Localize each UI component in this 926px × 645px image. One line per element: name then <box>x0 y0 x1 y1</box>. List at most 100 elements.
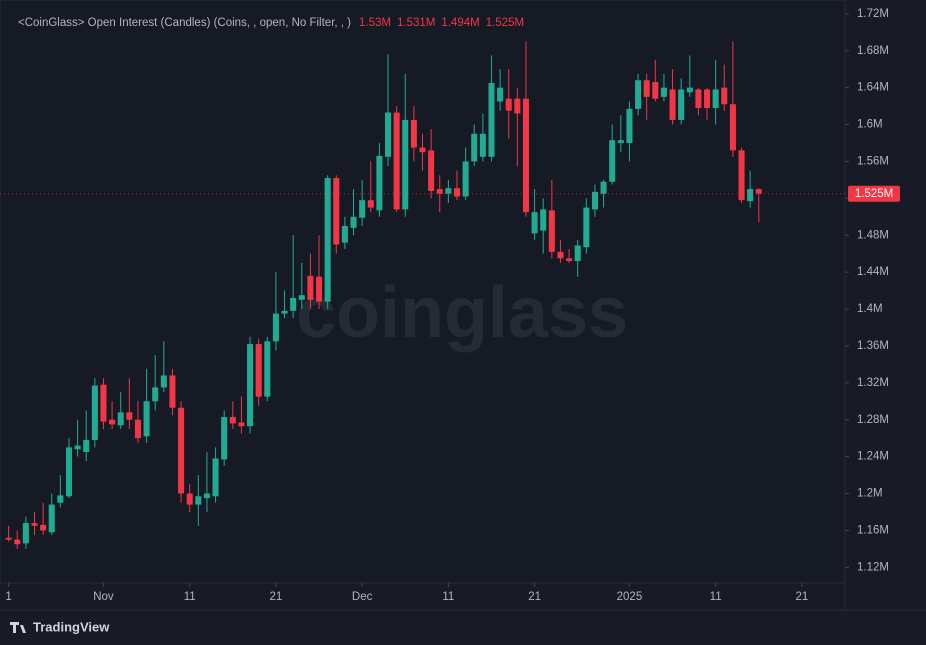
candle-body <box>505 98 512 111</box>
candle <box>652 59 659 102</box>
candle-body <box>445 188 452 194</box>
candle-body <box>695 89 702 108</box>
candle-body <box>704 89 711 108</box>
candle <box>755 188 762 223</box>
series-label: <CoinGlass> Open Interest (Candles) (Coi… <box>18 17 351 29</box>
candle-body <box>186 493 193 505</box>
candle <box>660 73 667 102</box>
candle-body <box>497 87 504 102</box>
candle-body <box>117 412 124 426</box>
candle-body <box>419 147 426 153</box>
ohlc-value: 1.53M <box>359 17 391 29</box>
candle-body <box>5 537 12 540</box>
candle-body <box>566 258 573 262</box>
candle-body <box>462 161 469 197</box>
candle <box>497 69 504 111</box>
candle <box>341 216 348 250</box>
candle-body <box>247 344 254 427</box>
candle-body <box>229 416 236 424</box>
candle <box>712 59 719 125</box>
x-tick-label: 21 <box>270 591 283 603</box>
y-tick-label: 1.24M <box>857 451 889 463</box>
candle <box>583 198 590 254</box>
candle <box>48 493 55 536</box>
candle-body <box>83 440 90 453</box>
candle-body <box>333 178 340 245</box>
candle <box>22 516 29 549</box>
candle <box>134 401 141 443</box>
x-tick-label: 21 <box>795 591 808 603</box>
candle-body <box>264 341 271 397</box>
candle-body <box>169 375 176 408</box>
candle <box>617 115 624 153</box>
candle <box>272 272 279 351</box>
candle-body <box>514 98 521 114</box>
candle <box>160 341 167 393</box>
candle <box>721 64 728 111</box>
y-tick-label: 1.44M <box>857 266 889 278</box>
x-tick-label: 1 <box>5 591 11 603</box>
candle <box>574 239 581 277</box>
candle <box>410 106 417 162</box>
candle <box>678 78 685 125</box>
candle-body <box>316 276 323 302</box>
candle <box>419 133 426 171</box>
candle <box>255 338 262 406</box>
candle <box>40 502 47 536</box>
candle <box>307 253 314 310</box>
x-tick-label: 11 <box>710 591 722 603</box>
candle <box>247 336 254 434</box>
candle-body <box>109 419 116 425</box>
candle-body <box>324 178 331 302</box>
candle <box>540 198 547 254</box>
candle <box>152 355 159 411</box>
candle-body <box>367 200 374 208</box>
candle-body <box>195 496 202 505</box>
candle <box>747 170 754 208</box>
candle <box>557 239 564 263</box>
candle-body <box>22 523 29 544</box>
candle-body <box>428 150 435 191</box>
candle <box>57 475 64 508</box>
candle <box>479 113 486 162</box>
candle-body <box>14 539 21 545</box>
candle-body <box>583 207 590 248</box>
last-price-label: 1.525M <box>855 188 893 200</box>
candle <box>626 101 633 162</box>
candle-body <box>341 226 348 243</box>
candle <box>290 235 297 319</box>
candle <box>686 55 693 97</box>
candle-body <box>384 112 392 157</box>
candle-body <box>626 108 633 143</box>
candle <box>428 129 435 199</box>
candle <box>229 401 236 429</box>
candle-body <box>350 216 357 228</box>
x-tick-label: 11 <box>184 591 196 603</box>
logo-icon <box>10 622 26 633</box>
candle <box>65 438 72 499</box>
tradingview-logo: TradingView <box>10 619 110 634</box>
candle-body <box>48 504 55 533</box>
candle-body <box>298 295 305 300</box>
candle-body <box>591 191 598 210</box>
y-tick-label: 1.64M <box>857 82 889 94</box>
candle-body <box>212 458 219 497</box>
candle-body <box>290 297 297 311</box>
candle <box>548 179 555 259</box>
candle-body <box>178 407 185 494</box>
candle-body <box>600 181 607 194</box>
y-tick-label: 1.36M <box>857 340 889 352</box>
candle-body <box>660 87 667 97</box>
x-tick-label: Dec <box>352 591 373 603</box>
x-tick-label: Nov <box>93 591 114 603</box>
candle <box>203 452 210 512</box>
candle <box>333 175 340 254</box>
candle <box>402 73 409 217</box>
y-tick-label: 1.68M <box>857 45 889 57</box>
candle <box>471 124 478 167</box>
candle <box>109 401 116 429</box>
candle-body <box>488 83 495 157</box>
candle-body <box>643 80 650 97</box>
candle <box>436 175 443 213</box>
candle-body <box>574 245 581 262</box>
